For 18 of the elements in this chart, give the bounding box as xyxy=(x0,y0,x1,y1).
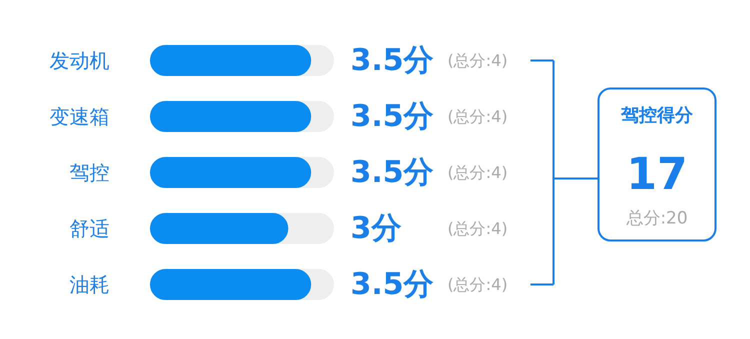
text: 驾控得分 xyxy=(620,105,694,126)
data-label: 3.5分 xyxy=(350,43,434,78)
text: (总分:4) xyxy=(448,219,508,238)
text: 17 xyxy=(626,149,688,200)
data-label: 3分 xyxy=(350,211,402,246)
data-label: 3.5分 xyxy=(350,155,434,190)
text: (总分:4) xyxy=(448,163,508,182)
y-tick-label: 舒适 xyxy=(70,216,110,240)
y-tick-label: 油耗 xyxy=(70,272,110,296)
text: (总分:4) xyxy=(448,51,508,70)
y-tick-label: 发动机 xyxy=(50,48,110,72)
data-label: 3.5分 xyxy=(350,267,434,302)
y-tick-label: 驾控 xyxy=(70,160,110,184)
text: (总分:4) xyxy=(448,107,508,126)
text: 总分:20 xyxy=(625,208,688,228)
text: (总分:4) xyxy=(448,275,508,294)
y-tick-label: 变速箱 xyxy=(50,104,110,128)
data-label: 3.5分 xyxy=(350,99,434,134)
